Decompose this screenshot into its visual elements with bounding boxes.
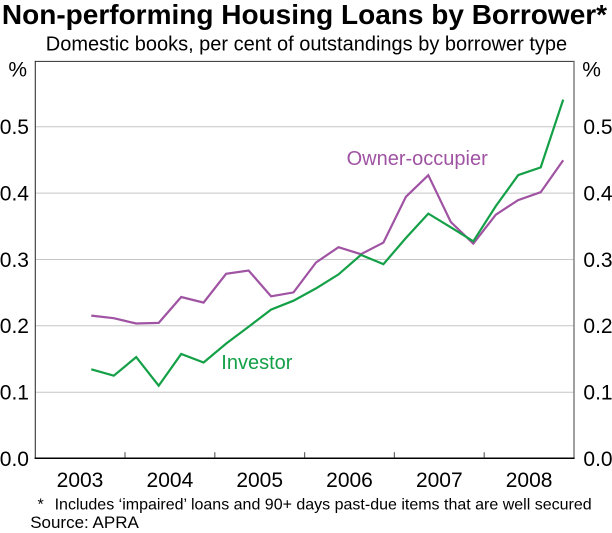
svg-text:2007: 2007 [416, 469, 463, 492]
svg-text:0.2: 0.2 [583, 315, 612, 338]
svg-text:0.3: 0.3 [0, 249, 29, 272]
svg-text:Investor: Investor [221, 352, 292, 374]
svg-text:0.2: 0.2 [0, 315, 29, 338]
svg-text:0.1: 0.1 [0, 382, 29, 405]
svg-text:Owner-occupier: Owner-occupier [347, 148, 489, 170]
svg-text:2005: 2005 [236, 469, 283, 492]
svg-text:2004: 2004 [147, 469, 194, 492]
svg-text:Source: APRA: Source: APRA [30, 513, 139, 532]
svg-text:2006: 2006 [326, 469, 373, 492]
svg-text:2008: 2008 [506, 469, 553, 492]
svg-text:2003: 2003 [57, 469, 104, 492]
svg-text:0.4: 0.4 [0, 182, 29, 205]
svg-text:%: % [582, 59, 601, 82]
svg-text:0.3: 0.3 [583, 249, 612, 272]
svg-text:Includes ‘impaired’ loans and: Includes ‘impaired’ loans and 90+ days p… [55, 496, 592, 513]
svg-text:0.0: 0.0 [583, 448, 612, 471]
svg-text:Domestic books, per cent of ou: Domestic books, per cent of outstandings… [46, 34, 567, 56]
svg-text:0.4: 0.4 [583, 182, 612, 205]
svg-text:*: * [38, 496, 44, 513]
svg-text:%: % [8, 59, 27, 82]
svg-text:0.0: 0.0 [0, 448, 29, 471]
svg-text:0.5: 0.5 [583, 116, 612, 139]
svg-text:0.1: 0.1 [583, 382, 612, 405]
svg-text:Non-performing Housing Loans b: Non-performing Housing Loans by Borrower… [2, 0, 607, 30]
svg-text:0.5: 0.5 [0, 116, 29, 139]
